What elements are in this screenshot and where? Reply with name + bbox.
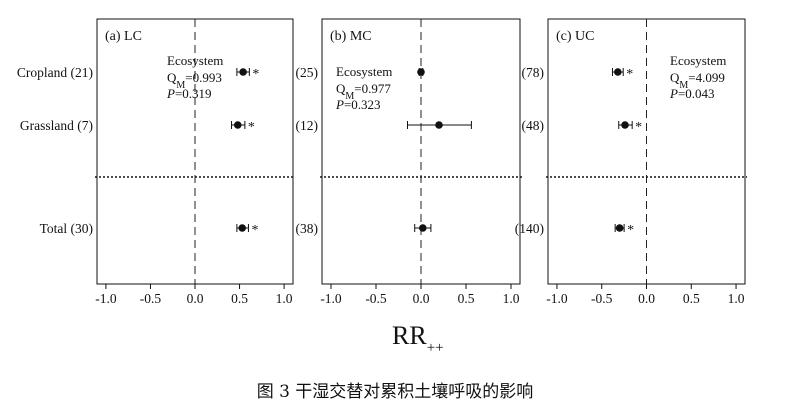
panel-2: (b) MC -1.0 -0.5 0.0 0.5 1.0 (25) (12) (38) Ecosy… [296,18,522,306]
x-tick-label: 0.5 [231,291,248,306]
x-tick-label: -0.5 [365,291,387,306]
row-label: (25) [296,65,319,80]
data-point [614,68,622,76]
x-tick-label: 0.0 [187,291,204,306]
panel-title: (a) LC [105,29,142,44]
x-tick-label: 0.0 [638,291,655,306]
figure-caption: 图 3 干湿交替对累积土壤呼吸的影响 [256,382,534,402]
x-tick-label: -0.5 [140,291,162,306]
x-tick-label: 0.5 [458,291,475,306]
x-tick-label: 0.0 [413,291,430,306]
data-point [239,68,247,76]
data-point [615,224,624,232]
stats-qm: QM=4.099 [670,70,725,91]
data-point [419,224,427,232]
data-point [233,121,242,129]
panel-3: (c) UC -1.0 -0.5 0.0 0.5 1.0 (78) (48) (140) * * * E… [515,18,747,306]
x-tick-label: 0.5 [683,291,700,306]
data-point [417,68,425,76]
significance-marker: * [252,67,259,82]
significance-marker: * [251,223,258,238]
row-label: Cropland (21) [17,65,93,80]
x-tick-label: 1.0 [728,291,745,306]
data-point [238,224,247,232]
data-point [435,121,443,129]
stats-label: Ecosystem [167,53,223,68]
row-label: Total (30) [40,221,93,236]
significance-marker: * [626,67,633,82]
row-label: (78) [522,65,545,80]
row-label: Grassland (7) [20,118,93,133]
x-axis-label: RR++ [392,321,444,356]
stats-p: P=0.319 [166,86,212,101]
stats-qm: QM=0.977 [336,81,391,102]
x-tick-label: -0.5 [591,291,613,306]
data-point [621,121,629,129]
stats-qm: QM=0.993 [167,70,222,91]
x-tick-label: 1.0 [276,291,293,306]
row-label: (48) [522,118,545,133]
x-tick-label: -1.0 [546,291,568,306]
stats-p: P=0.323 [335,97,381,112]
x-tick-label: -1.0 [95,291,117,306]
row-label: (12) [296,118,319,133]
row-label: (140) [515,221,544,236]
panel-title: (c) UC [556,29,595,44]
significance-marker: * [248,120,255,135]
stats-p: P=0.043 [669,86,715,101]
row-label: (38) [296,221,319,236]
stats-label: Ecosystem [336,64,392,79]
stats-label: Ecosystem [670,53,726,68]
panel-title: (b) MC [330,29,372,44]
significance-marker: * [627,223,634,238]
panel-1: (a) LC -1.0 -0.5 0.0 0.5 1.0 Cropland (21) Gras… [17,18,295,306]
significance-marker: * [635,120,642,135]
x-tick-label: 1.0 [503,291,520,306]
x-tick-label: -1.0 [320,291,342,306]
